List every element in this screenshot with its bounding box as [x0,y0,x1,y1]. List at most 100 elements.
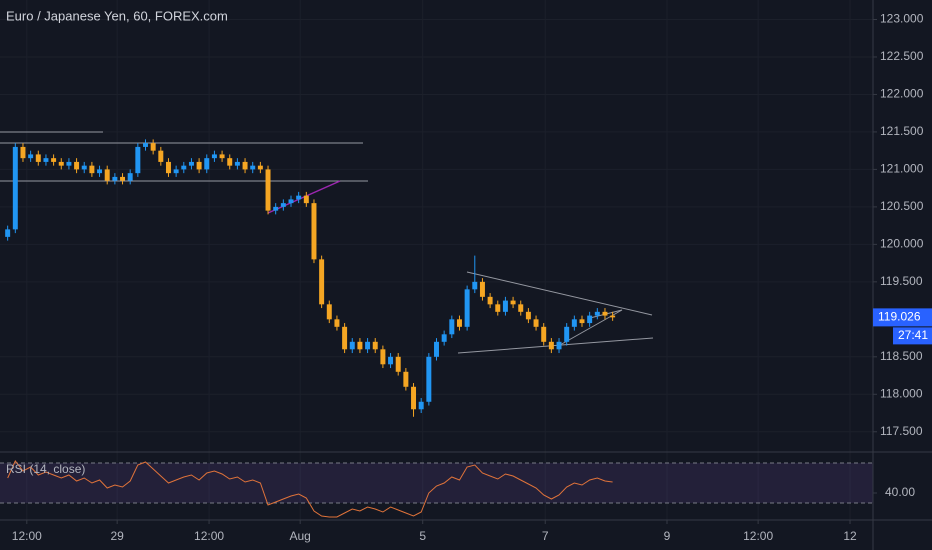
candle-body [150,143,156,151]
rsi-pane [0,460,873,518]
candle-body [556,341,562,350]
x-tick-label: 12 [843,529,857,543]
candle-body [250,165,256,170]
candle-body [441,334,447,342]
candle-body [365,341,371,350]
candle-body [257,165,263,170]
candle-body [165,161,171,174]
candle-body [135,146,141,174]
candle-body [20,146,26,159]
candle-body [357,341,363,350]
candle-body [525,311,531,320]
candle-body [28,154,34,159]
drawn-line [466,271,653,316]
candle-body [74,161,80,170]
y-tick-label: 120.500 [880,199,924,213]
candle-body [518,304,524,312]
candle-body [395,356,401,372]
candle-body [510,300,516,305]
drawn-line [457,337,654,354]
x-tick-label: 12:00 [12,529,42,543]
candle-body [533,319,539,327]
candle-body [380,349,386,365]
candle-body [587,315,593,324]
candle-body [5,229,11,237]
x-tick-label: 29 [110,529,124,543]
last-price-label: 119.026 [878,310,921,324]
candle-body [104,169,110,181]
candle-body [326,304,332,320]
x-tick-label: Aug [290,529,311,543]
candle-body [311,203,317,260]
candle-body [127,173,133,181]
candle-body [472,281,478,290]
candle-body [219,154,225,159]
candle-body [280,203,286,207]
candle-body [51,158,57,162]
y-tick-label: 121.000 [880,162,924,176]
x-tick-label: 9 [664,529,671,543]
candle-body [319,259,325,305]
candle-body [602,311,608,316]
y-tick-label: 119.500 [880,274,923,288]
candle-body [120,176,126,181]
candles [5,139,616,417]
candle-body [181,165,187,170]
y-tick-label: 123.000 [880,12,924,26]
candle-body [548,341,554,350]
candle-body [242,161,248,170]
x-tick-label: 12:00 [194,529,224,543]
candle-body [418,401,424,410]
candle-body [81,165,87,170]
candle-body [594,311,600,316]
y-tick-label: 117.500 [880,424,923,438]
rsi-y-tick-label: 40.00 [885,485,915,499]
candle-body [449,319,455,335]
countdown-box [893,327,932,345]
candle-body [372,341,378,350]
candle-body [464,289,470,327]
candle-body [434,341,439,357]
countdown-label: 27:41 [898,328,928,342]
candle-body [66,161,72,166]
candle-body [204,158,210,170]
x-tick-label: 7 [542,529,549,543]
candle-body [43,158,49,162]
candle-body [89,165,95,174]
candle-body [571,319,577,327]
candle-body [288,199,294,204]
candle-body [426,356,432,402]
rsi-band-fill [0,463,873,503]
y-tick-label: 118.000 [880,386,923,400]
candle-body [273,206,279,211]
candle-body [211,154,217,159]
candle-body [564,326,570,342]
candle-body [296,195,302,200]
candle-body [403,371,409,387]
rsi-line [7,460,613,518]
y-tick-label: 122.000 [880,87,924,101]
candle-body [227,158,233,166]
candle-body [502,300,508,312]
candle-body [265,169,271,211]
last-price-box [873,308,932,327]
candle-body [173,169,179,174]
candle-body [188,161,194,166]
candle-body [610,315,616,318]
candle-body [479,281,485,297]
candle-body [342,326,348,350]
y-tick-label: 120.000 [880,237,924,251]
candle-body [334,319,340,327]
candle-body [112,176,118,181]
candle-body [196,161,202,170]
candle-body [541,326,547,342]
y-tick-label: 118.500 [880,349,923,363]
candle-body [411,386,417,410]
x-tick-label: 12:00 [743,529,773,543]
candle-body [58,161,64,166]
candle-body [495,304,501,312]
indicator-name: RSI (14, close) [6,462,85,476]
x-tick-label: 5 [419,529,426,543]
candle-body [97,169,103,174]
